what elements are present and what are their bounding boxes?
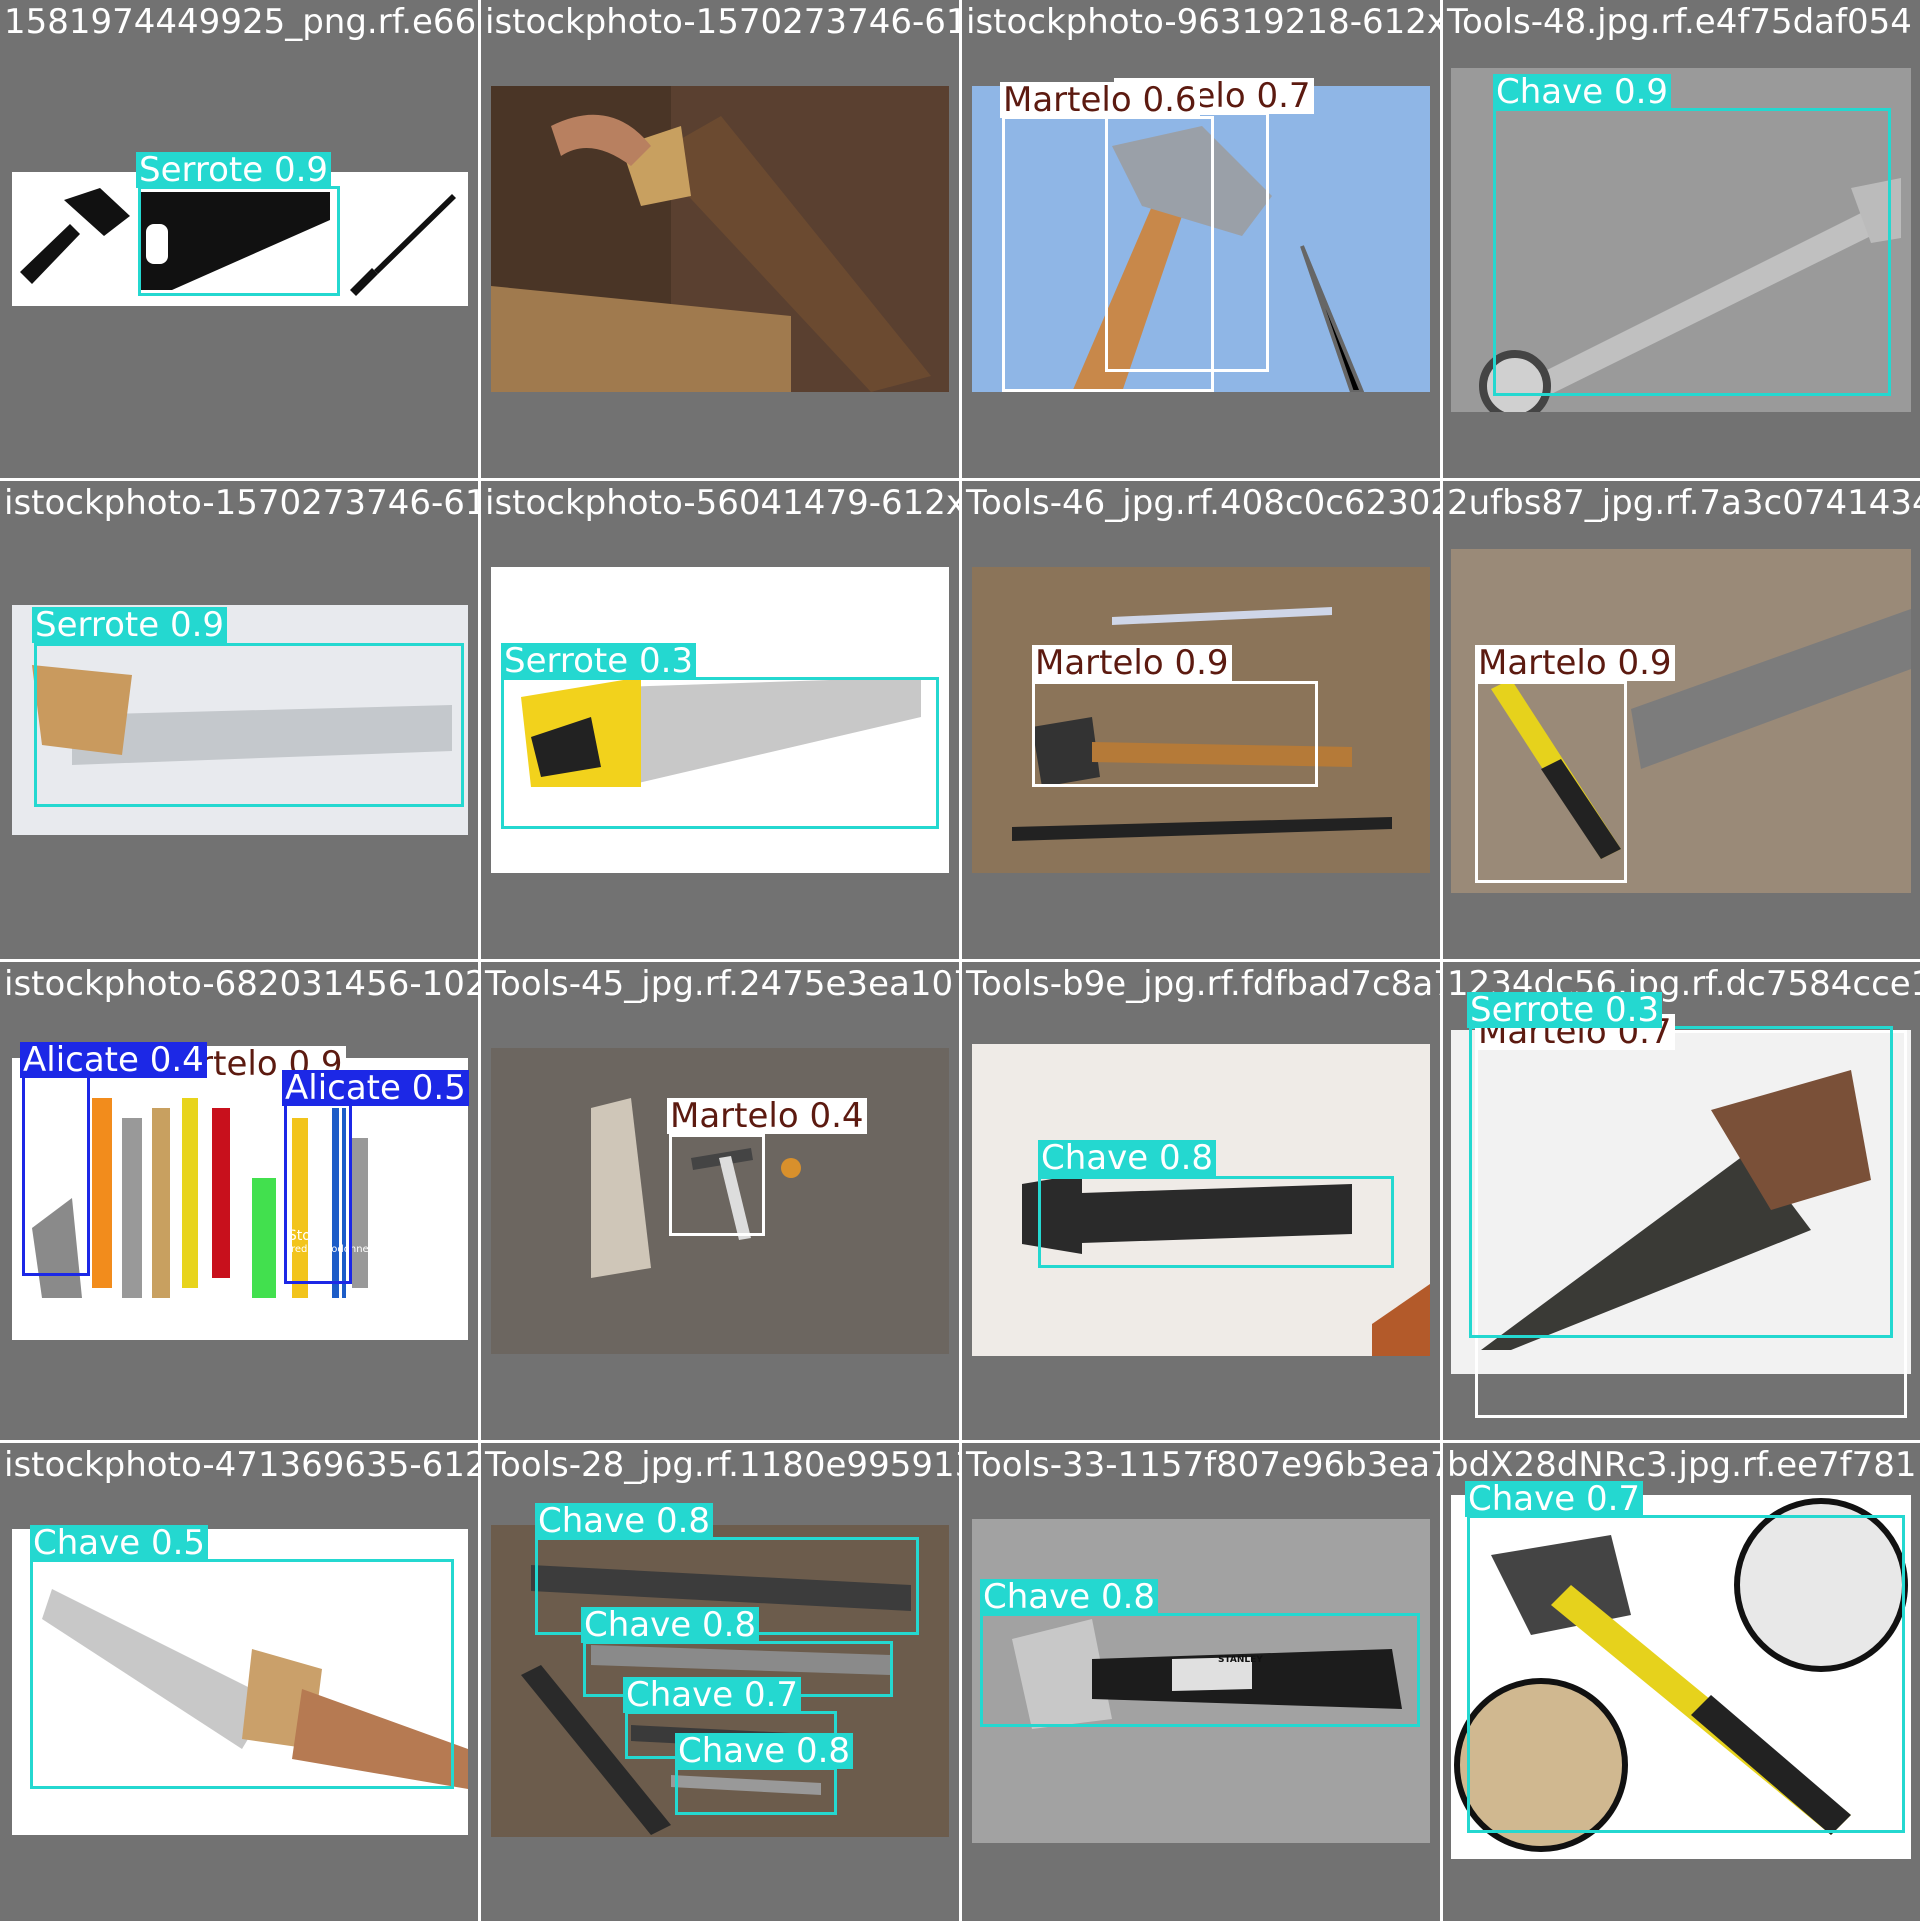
combination-wrench	[1451, 68, 1911, 412]
detection-label: Chave 0.7	[1465, 1481, 1644, 1517]
handsaw-held-in-hand	[42, 1589, 468, 1789]
detection-label: Martelo 0.9	[1032, 645, 1232, 681]
detection-label: Chave 0.7	[623, 1677, 802, 1713]
detection-box	[1475, 1030, 1907, 1418]
grid-cell[interactable]: 1581974449925_png.rf.e666fd5fab0709f2f44…	[0, 0, 478, 478]
detection-box	[138, 186, 340, 296]
detection-label: Martelo 0.9	[1475, 645, 1675, 681]
assorted-tools	[32, 1098, 368, 1298]
cell-filename: Tools-33-1157f807e96b3ea7d9dX28dNRc3.jpg…	[966, 1445, 1440, 1485]
handsaw-yellow-handle	[521, 677, 921, 787]
detection-box	[980, 1613, 1420, 1727]
tool-photo	[972, 1044, 1430, 1356]
grid-cell[interactable]: Tools-46_jpg.rf.408c0c62302f7a372274f.7a…	[962, 481, 1440, 959]
detection-box	[34, 643, 464, 807]
detection-label: Serrote 0.3	[501, 643, 697, 679]
cell-filename: istockphoto-1570273746-612x612_jpg.rf.56…	[485, 2, 959, 42]
cell-filename: istockphoto-1570273746-612x612_jpg.rf.56…	[4, 483, 478, 523]
tool-photo	[12, 172, 468, 306]
detection-box	[1032, 681, 1318, 787]
hammer-against-sky	[972, 86, 1430, 392]
detection-box	[1105, 112, 1269, 372]
cell-filename: 2ufbs87_jpg.rf.7a3c0741434	[1447, 483, 1920, 523]
grid-cell[interactable]: istockphoto-56041479-612x612_jpg.rf.408c…	[481, 481, 959, 959]
tool-photo	[1451, 68, 1911, 412]
tool-photo	[491, 1525, 949, 1837]
cell-filename: Tools-46_jpg.rf.408c0c62302f7a372274f.7a…	[966, 483, 1440, 523]
detection-label: Serrote 0.3	[1467, 992, 1663, 1028]
detection-label: Chave 0.5	[30, 1525, 209, 1561]
cell-filename: Tools-45_jpg.rf.2475e3ea1071267b9e4d.fdf…	[485, 964, 959, 1004]
cell-filename: Tools-b9e_jpg.rf.fdfbad7c8a797d1856b.dc7…	[966, 964, 1440, 1004]
photo-watermark: iStock	[284, 1228, 327, 1244]
grid-cell[interactable]: Tools-33-1157f807e96b3ea7d9dX28dNRc3.jpg…	[962, 1443, 1440, 1921]
cell-filename: Tools-28_jpg.rf.1180e9959136d5b3b71157f8…	[485, 1445, 959, 1485]
grid-cell[interactable]: istockphoto-96319218-612x612.jpg.rf.9384…	[962, 0, 1440, 478]
tool-photo	[491, 567, 949, 873]
tool-photo	[972, 86, 1430, 392]
detection-box	[1475, 681, 1627, 883]
cell-filename: istockphoto-96319218-612x612.jpg.rf.9384…	[966, 2, 1440, 42]
photo-brand-text: STANLEY	[1218, 1655, 1263, 1665]
grid-cell[interactable]: Tools-48.jpg.rf.e4f75daf054 Chave 0.9	[1443, 0, 1920, 478]
grid-cell[interactable]: 2ufbs87_jpg.rf.7a3c0741434 Martelo 0.9	[1443, 481, 1920, 959]
cell-filename: 1581974449925_png.rf.e666fd5fab0709f2f44…	[4, 2, 478, 42]
tool-photo	[1451, 1030, 1911, 1374]
detection-box	[1469, 1026, 1893, 1338]
detection-label: Chave 0.8	[581, 1607, 760, 1643]
tool-photo	[1451, 549, 1911, 893]
detection-box	[501, 677, 939, 829]
detection-box	[669, 1134, 765, 1236]
detection-label: Serrote 0.9	[136, 152, 332, 188]
detection-label: Martelo 0.6	[1000, 82, 1200, 118]
photo-credit: Credit: skodonnell	[284, 1244, 375, 1255]
detection-label: Chave 0.8	[675, 1733, 854, 1769]
grid-cell[interactable]: istockphoto-682031456-1024x1024_jpg.rf.2…	[0, 962, 478, 1440]
grid-cell[interactable]: Tools-45_jpg.rf.2475e3ea1071267b9e4d.fdf…	[481, 962, 959, 1440]
detection-label: Chave 0.9	[1493, 74, 1672, 110]
detection-label: Chave 0.8	[535, 1503, 714, 1539]
four-wrenches	[491, 1525, 949, 1837]
detection-label: Chave 0.8	[980, 1579, 1159, 1615]
detection-label: Alicate 0.5	[282, 1070, 469, 1106]
tool-photo	[1451, 1495, 1911, 1859]
fiberglass-hammer	[1454, 1498, 1908, 1852]
hammer-and-level	[1451, 549, 1911, 893]
cell-filename: Tools-48.jpg.rf.e4f75daf054	[1447, 2, 1912, 42]
detection-box	[1038, 1176, 1394, 1268]
saw-cutting-wood	[491, 86, 949, 392]
cell-filename: istockphoto-682031456-1024x1024_jpg.rf.2…	[4, 964, 478, 1004]
hammer-on-ground	[972, 567, 1430, 873]
detection-box	[30, 1559, 454, 1789]
grid-cell[interactable]: istockphoto-1570273746-612x612_jpg.rf.56…	[0, 481, 478, 959]
stanley-hammer	[972, 1519, 1430, 1843]
detection-box	[675, 1767, 837, 1815]
grid-cell[interactable]: istockphoto-471369635-612x612_jpg.rf.118…	[0, 1443, 478, 1921]
grid-cell[interactable]: Tools-28_jpg.rf.1180e9959136d5b3b71157f8…	[481, 1443, 959, 1921]
tool-photo	[12, 1529, 468, 1835]
detection-label: Serrote 0.9	[32, 607, 228, 643]
detection-label: Alicate 0.4	[20, 1042, 207, 1078]
tool-photo	[972, 567, 1430, 873]
tool-photo: STANLEY	[972, 1519, 1430, 1843]
detection-box	[1467, 1515, 1905, 1833]
grid-cell[interactable]: istockphoto-1570273746-612x612_jpg.rf.56…	[481, 0, 959, 478]
cell-filename: bdX28dNRc3.jpg.rf.ee7f781	[1447, 1445, 1917, 1485]
grid-cell[interactable]: 1234dc56.jpg.rf.dc7584cce17 Martelo 0.7 …	[1443, 962, 1920, 1440]
cell-filename: istockphoto-471369635-612x612_jpg.rf.118…	[4, 1445, 478, 1485]
grid-cell[interactable]: bdX28dNRc3.jpg.rf.ee7f781 Chave 0.7	[1443, 1443, 1920, 1921]
grid-cell[interactable]: Tools-b9e_jpg.rf.fdfbad7c8a797d1856b.dc7…	[962, 962, 1440, 1440]
detection-label: Martelo 0.4	[667, 1098, 867, 1134]
tool-photo	[491, 86, 949, 392]
hammer-saw-screwdriver-icons	[20, 188, 456, 296]
detection-label: Chave 0.8	[1038, 1140, 1217, 1176]
detection-box	[1493, 108, 1891, 396]
cell-filename: istockphoto-56041479-612x612_jpg.rf.408c…	[485, 483, 959, 523]
open-end-wrench	[972, 1044, 1430, 1356]
rusty-handsaw	[1481, 1070, 1871, 1350]
